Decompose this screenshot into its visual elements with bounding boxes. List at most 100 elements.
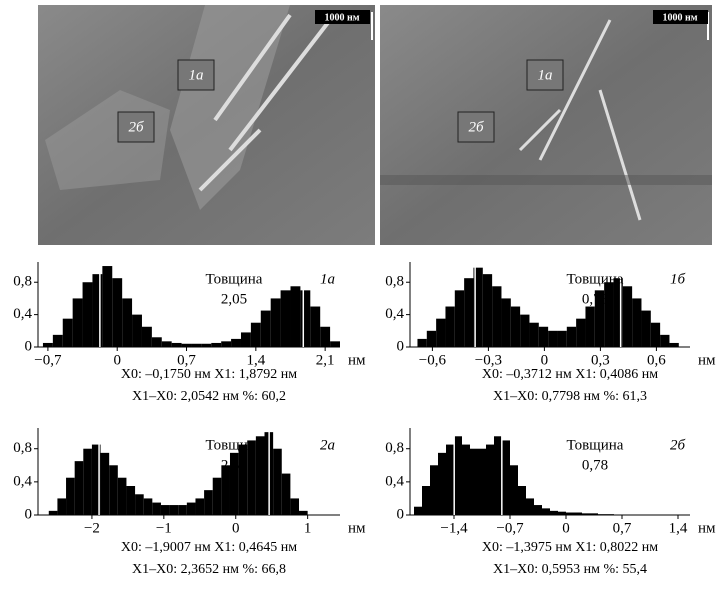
bar <box>270 298 281 347</box>
bar <box>585 306 595 347</box>
annotation-value: 0,78 <box>582 457 608 473</box>
stats-text: X0: –1,9007 нм X1: 0,4645 нм <box>121 540 297 555</box>
x-tick-label: −2 <box>84 520 100 536</box>
bar <box>542 508 550 515</box>
bar <box>576 318 586 347</box>
bar <box>462 444 470 515</box>
x-tick-label: 0 <box>113 352 121 368</box>
x-tick-label: 0 <box>541 352 549 368</box>
bar <box>160 505 170 515</box>
bar <box>526 498 534 515</box>
x-unit: нм <box>698 352 716 368</box>
bar <box>255 436 265 515</box>
bar <box>238 444 248 515</box>
x-tick-label: 0,6 <box>647 352 666 368</box>
annotation-title: Товщина <box>206 271 263 287</box>
bar <box>141 326 152 347</box>
bar <box>66 477 75 515</box>
bar <box>478 448 486 515</box>
bar <box>229 452 239 515</box>
bar <box>281 473 291 515</box>
bar <box>171 342 182 347</box>
bar <box>548 330 558 347</box>
x-tick-label: 1,4 <box>669 520 688 536</box>
bar <box>502 440 510 515</box>
bar <box>604 282 614 347</box>
bar <box>518 486 526 515</box>
bar <box>92 274 103 347</box>
y-tick-label: 0 <box>397 506 405 522</box>
bar <box>48 510 58 515</box>
panel-label: 1а <box>320 271 335 287</box>
bar <box>446 444 454 515</box>
bar <box>550 510 558 515</box>
bar <box>143 498 153 515</box>
bar <box>211 342 222 347</box>
bar <box>126 486 136 515</box>
annotation-title: Товщина <box>206 437 263 453</box>
bar <box>132 314 142 347</box>
scale-label: 1000 нм <box>324 12 359 23</box>
region-label: 2б <box>468 119 484 135</box>
bar <box>310 306 321 347</box>
bar <box>445 306 455 347</box>
bar <box>417 338 427 347</box>
bar <box>494 436 502 515</box>
y-tick-label: 0,8 <box>13 274 32 290</box>
bar <box>62 318 73 347</box>
bar <box>582 513 590 515</box>
panel-label: 2а <box>320 437 335 453</box>
bar <box>260 310 271 347</box>
stats-text: X1–X0: 0,7798 нм %: 61,3 <box>493 389 647 404</box>
annotation-value: 0,78 <box>582 291 608 307</box>
region-label: 1а <box>538 67 553 83</box>
x-tick-label: 0,7 <box>613 520 632 536</box>
bar <box>74 461 84 515</box>
bar <box>112 278 123 347</box>
bar <box>299 510 308 515</box>
annotation-value: 2,05 <box>221 291 247 307</box>
x-unit: нм <box>698 520 716 536</box>
bar <box>109 465 118 515</box>
x-tick-label: 0,3 <box>591 352 610 368</box>
x-unit: нм <box>348 352 366 368</box>
bar <box>161 341 172 347</box>
stats-text: X1–X0: 2,0542 нм %: 60,2 <box>132 389 286 404</box>
bar <box>520 314 530 347</box>
bar <box>250 322 261 347</box>
x-tick-label: 0,7 <box>177 352 196 368</box>
bar <box>613 278 623 347</box>
bar <box>181 343 192 347</box>
stats-text: X1–X0: 0,5953 нм %: 55,4 <box>493 562 647 577</box>
x-tick-label: 2,1 <box>316 352 335 368</box>
x-tick-label: −0,7 <box>496 520 524 536</box>
y-tick-label: 0 <box>397 338 405 354</box>
bar <box>486 444 494 515</box>
panel-label: 2б <box>670 437 686 453</box>
bar <box>169 505 179 515</box>
x-tick-label: −0,6 <box>419 352 447 368</box>
bar <box>538 326 549 347</box>
bar <box>290 498 300 515</box>
y-tick-label: 0,4 <box>13 473 32 489</box>
bar <box>482 274 493 347</box>
bar <box>204 490 213 515</box>
bar <box>186 502 196 515</box>
bar <box>280 290 291 347</box>
stats-text: X0: –1,3975 нм X1: 0,8022 нм <box>482 540 658 555</box>
bar <box>83 448 92 515</box>
bar <box>510 465 518 515</box>
bar <box>102 266 113 347</box>
y-tick-label: 0,8 <box>385 440 404 456</box>
bar <box>473 267 483 347</box>
bar <box>557 330 567 347</box>
bar <box>72 298 83 347</box>
x-tick-label: 0 <box>232 520 240 536</box>
bar <box>529 322 539 347</box>
bar <box>641 310 651 347</box>
bar <box>191 343 202 347</box>
annotation-value: 2,37 <box>221 457 248 473</box>
y-tick-label: 0,8 <box>13 440 32 456</box>
bar <box>422 486 430 515</box>
bar <box>57 498 67 515</box>
